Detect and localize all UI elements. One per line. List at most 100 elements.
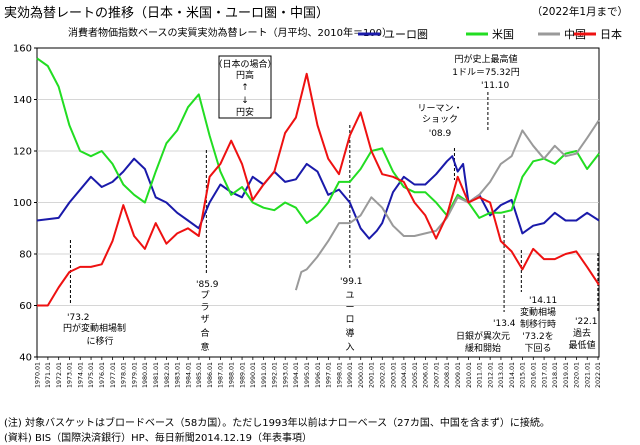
x-tick-label: 1992.01	[272, 362, 279, 388]
footnote-basket: (注) 対象バスケットはブロードベース（58カ国）。ただし1993年以前はナロー…	[4, 418, 550, 429]
annotation-17: ロ	[345, 315, 354, 325]
x-tick-label: 1991.01	[261, 362, 268, 388]
annotation-29: '14.11	[529, 296, 557, 306]
x-tick-label: 1971.01	[45, 362, 52, 388]
annotation-35: 過去	[573, 327, 591, 339]
y-tick-label: 160	[13, 44, 32, 55]
annotation-8: '85.9	[196, 280, 219, 290]
x-tick-label: 2018.01	[552, 362, 559, 388]
y-tick-label: 80	[19, 250, 32, 261]
x-tick-label: 2008.01	[444, 362, 451, 388]
x-tick-label: 2016.01	[531, 362, 538, 388]
legend-label-3: 日本	[600, 27, 622, 41]
chart-subtitle: 消費者物価指数ベースの実質実効為替レート（月平均、2010年＝100）	[68, 28, 393, 39]
x-tick-label: 1978.01	[121, 362, 128, 388]
series-line-1	[36, 57, 600, 225]
x-tick-label: 1984.01	[185, 362, 192, 388]
x-tick-label: 2004.01	[401, 362, 408, 388]
annotation-12: 合	[200, 327, 209, 339]
x-tick-label: 1993.01	[282, 362, 289, 388]
x-tick-label: 2014.01	[509, 362, 516, 388]
as-of-date: （2022年1月まで）	[531, 6, 628, 18]
annotation-14: '99.1	[340, 277, 363, 287]
x-tick-label: 1972.01	[56, 362, 63, 388]
annotation-32: '73.2を	[522, 331, 554, 342]
x-tick-label: 2001.01	[369, 362, 376, 388]
annotation-11: ザ	[200, 314, 209, 325]
x-tick-label: 2020.01	[574, 362, 581, 388]
annotation-26: 日銀が異次元	[456, 330, 510, 342]
japan-direction-box	[218, 55, 272, 119]
series-line-3	[37, 72, 600, 307]
y-tick-label: 120	[13, 147, 32, 158]
chart-legend: ユーロ圏米国中国日本	[358, 27, 622, 41]
x-tick-label: 1982.01	[164, 362, 171, 388]
x-tick-label: 2012.01	[487, 362, 494, 388]
annotation-19: 入	[345, 342, 354, 353]
y-tick-label: 100	[13, 198, 32, 209]
annotation-23: 円が史上最高値	[454, 53, 517, 65]
page-title: 実効為替レートの推移（日本・米国・ユーロ圏・中国）	[4, 6, 330, 21]
series-line-0	[36, 155, 600, 240]
x-tick-label: 2007.01	[433, 362, 440, 388]
x-tick-label: 2000.01	[358, 362, 365, 388]
y-tick-label: 40	[19, 353, 32, 364]
annotation-0: （日本の場合）	[213, 58, 276, 70]
annotation-21: ショック	[422, 114, 458, 125]
x-tick-label: 2021.01	[584, 362, 591, 388]
annotation-25: '11.10	[481, 81, 510, 91]
annotation-9: プ	[200, 290, 209, 301]
x-tick-label: 1986.01	[207, 362, 214, 388]
annotation-5: '73.2	[67, 313, 90, 323]
x-tick-label: 1973.01	[67, 362, 74, 388]
footnote-source: (資料) BIS（国際決済銀行）HP、毎日新聞2014.12.19（年表事項）	[4, 433, 312, 444]
x-tick-label: 1975.01	[88, 362, 95, 388]
x-tick-label: 1997.01	[326, 362, 333, 388]
annotation-10: ラ	[200, 302, 209, 313]
x-tick-label: 2009.01	[455, 362, 462, 388]
x-tick-label: 1998.01	[336, 362, 343, 388]
annotation-36: 最低値	[568, 339, 595, 351]
x-tick-label: 1989.01	[239, 362, 246, 388]
x-tick-label: 2006.01	[423, 362, 430, 388]
annotation-1: 円高	[236, 69, 254, 81]
annotation-22: '08.9	[429, 129, 452, 139]
series-layer	[36, 57, 600, 307]
x-tick-label: 1987.01	[218, 362, 225, 388]
annotation-16: ー	[345, 303, 354, 313]
x-tick-label: 1970.01	[34, 362, 41, 388]
legend-label-1: 米国	[492, 28, 514, 41]
x-tick-label: 2022.01	[595, 362, 602, 388]
annotation-34: '22.1	[575, 317, 598, 327]
x-tick-label: 1990.01	[250, 362, 257, 388]
annotation-3: ↓	[241, 96, 249, 106]
x-tick-label: 2015.01	[520, 362, 527, 388]
x-tick-label: 1996.01	[315, 362, 322, 388]
annotation-2: ↑	[241, 83, 249, 93]
legend-label-0: ユーロ圏	[384, 28, 428, 41]
annotation-13: 意	[200, 341, 209, 353]
annotation-7: に移行	[86, 335, 113, 347]
x-tick-label: 1974.01	[78, 362, 85, 388]
x-tick-label: 1994.01	[293, 362, 300, 388]
x-tick-label: 2013.01	[498, 362, 505, 388]
x-tick-label: 1988.01	[229, 362, 236, 388]
annotation-31: 制移行時	[520, 318, 556, 330]
exchange-rate-chart: 40 60 80 100 120 140 160 1970.01 1971.01 1972.01 1…	[13, 27, 622, 388]
x-tick-label: 1985.01	[196, 362, 203, 388]
annotation-24: 1ドル＝75.32円	[452, 67, 520, 78]
x-tick-label: 1983.01	[175, 362, 182, 388]
y-tick-label: 60	[19, 301, 32, 312]
x-tick-label: 2017.01	[541, 362, 548, 388]
annotation-33: 下回る	[524, 343, 551, 354]
annotation-30: 変動相場	[520, 306, 556, 318]
annotation-27: 緩和開始	[465, 342, 501, 354]
x-tick-label: 2019.01	[563, 362, 570, 388]
y-tick-label: 140	[13, 95, 32, 106]
x-tick-label: 1979.01	[131, 362, 138, 388]
x-tick-label: 1976.01	[99, 362, 106, 388]
annotation-6: 円が変動相場制	[63, 322, 126, 334]
annotation-18: 導	[345, 327, 354, 339]
x-tick-label: 1980.01	[142, 362, 149, 388]
